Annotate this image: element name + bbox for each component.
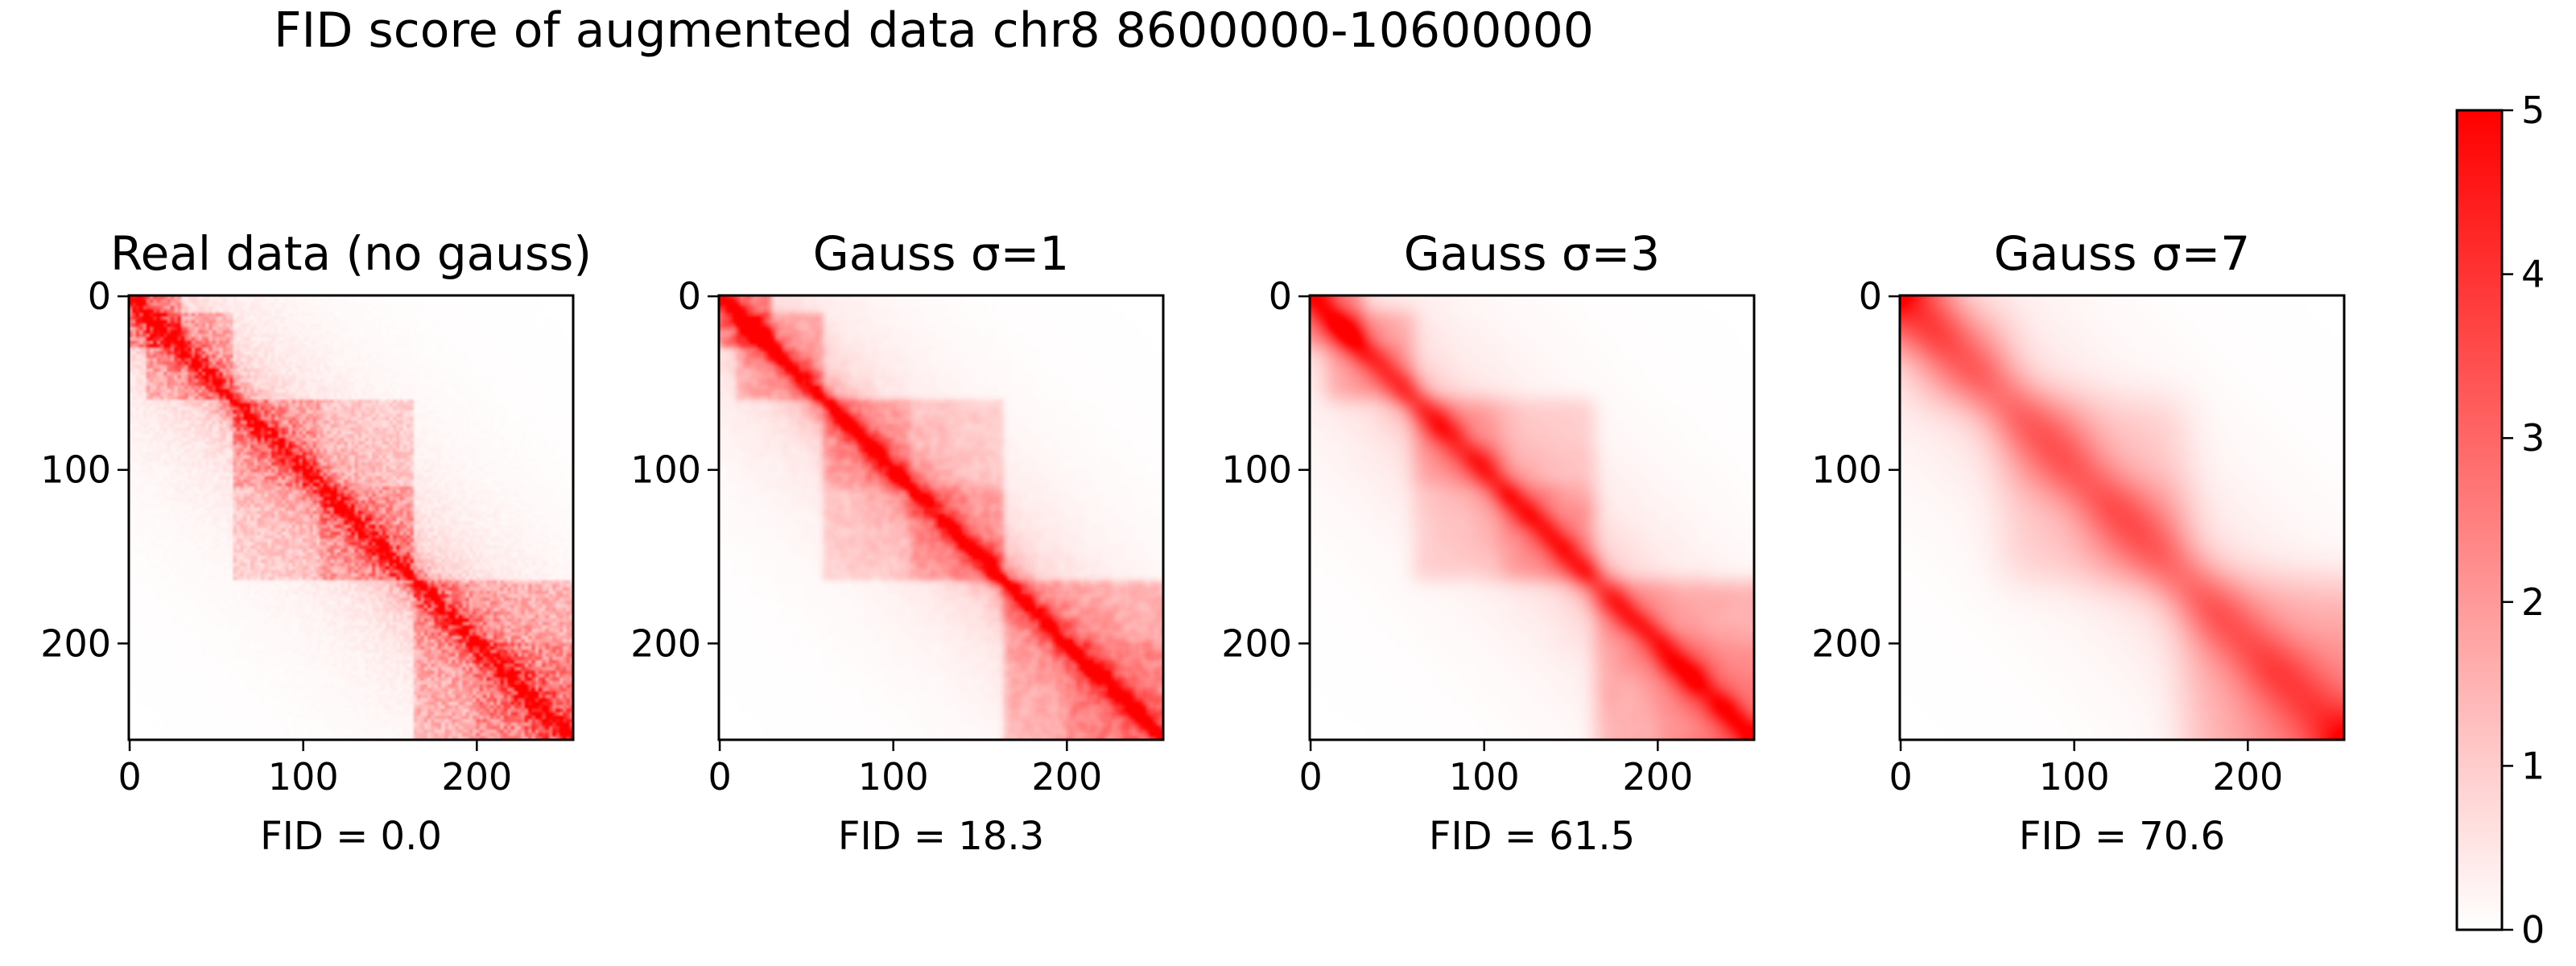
x-tick-label: 0 xyxy=(1889,755,1912,799)
y-tick-label: 0 xyxy=(678,275,701,318)
y-tick-label: 0 xyxy=(1859,275,1882,318)
colorbar-tick-label: 5 xyxy=(2521,89,2545,132)
panel-xlabel: FID = 18.3 xyxy=(838,814,1044,859)
panel-title: Real data (no gauss) xyxy=(110,226,592,281)
heatmap-image xyxy=(1900,295,2344,740)
heatmap-panel: Gauss σ=7 0 0 100 100 200 200 FID = 70.6 xyxy=(1811,226,2346,859)
colorbar: 0 1 2 3 4 5 xyxy=(2455,89,2545,952)
y-tick-label: 100 xyxy=(1221,448,1292,492)
heatmap-frame xyxy=(127,294,575,741)
y-tick-label: 200 xyxy=(630,621,701,665)
panel-title: Gauss σ=3 xyxy=(1404,226,1660,281)
heatmap-frame xyxy=(1308,294,1756,741)
x-tick-label: 100 xyxy=(268,755,339,799)
x-tick-label: 0 xyxy=(708,755,731,799)
panel-title: Gauss σ=7 xyxy=(1994,226,2250,281)
x-tick-label: 100 xyxy=(858,755,929,799)
x-tick-label: 200 xyxy=(1031,755,1102,799)
colorbar-tick-label: 2 xyxy=(2521,580,2545,624)
y-tick-label: 200 xyxy=(40,621,111,665)
x-tick-label: 200 xyxy=(1622,755,1693,799)
y-tick-label: 100 xyxy=(630,448,701,492)
panel-xlabel: FID = 0.0 xyxy=(260,814,442,859)
heatmap-image xyxy=(1310,295,1754,740)
y-tick-label: 200 xyxy=(1811,621,1882,665)
colorbar-gradient xyxy=(2455,109,2504,931)
colorbar-tick-label: 3 xyxy=(2521,416,2545,460)
panel-title: Gauss σ=1 xyxy=(813,226,1069,281)
heatmap-panel: Gauss σ=1 0 0 100 100 200 200 FID = 18.3 xyxy=(630,226,1165,859)
x-tick-label: 100 xyxy=(2039,755,2110,799)
heatmap-image xyxy=(719,295,1163,740)
y-tick-label: 200 xyxy=(1221,621,1292,665)
heatmap-panel: Gauss σ=3 0 0 100 100 200 200 FID = 61.5 xyxy=(1221,226,1756,859)
heatmap-frame xyxy=(717,294,1165,741)
x-tick-label: 200 xyxy=(441,755,512,799)
x-tick-label: 100 xyxy=(1449,755,1520,799)
y-tick-label: 100 xyxy=(1811,448,1882,492)
colorbar-tick-label: 1 xyxy=(2521,744,2545,787)
colorbar-tick-label: 0 xyxy=(2521,908,2545,952)
x-tick-label: 0 xyxy=(1298,755,1322,799)
heatmap-image xyxy=(129,295,573,740)
x-tick-label: 200 xyxy=(2212,755,2283,799)
figure-title: FID score of augmented data chr8 8600000… xyxy=(274,2,1594,59)
panel-xlabel: FID = 70.6 xyxy=(2019,814,2225,859)
y-tick-label: 100 xyxy=(40,448,111,492)
colorbar-tick-label: 4 xyxy=(2521,253,2545,296)
y-tick-label: 0 xyxy=(1269,275,1292,318)
y-tick-label: 0 xyxy=(88,275,111,318)
panel-xlabel: FID = 61.5 xyxy=(1429,814,1635,859)
x-tick-label: 0 xyxy=(118,755,141,799)
heatmap-frame xyxy=(1898,294,2346,741)
